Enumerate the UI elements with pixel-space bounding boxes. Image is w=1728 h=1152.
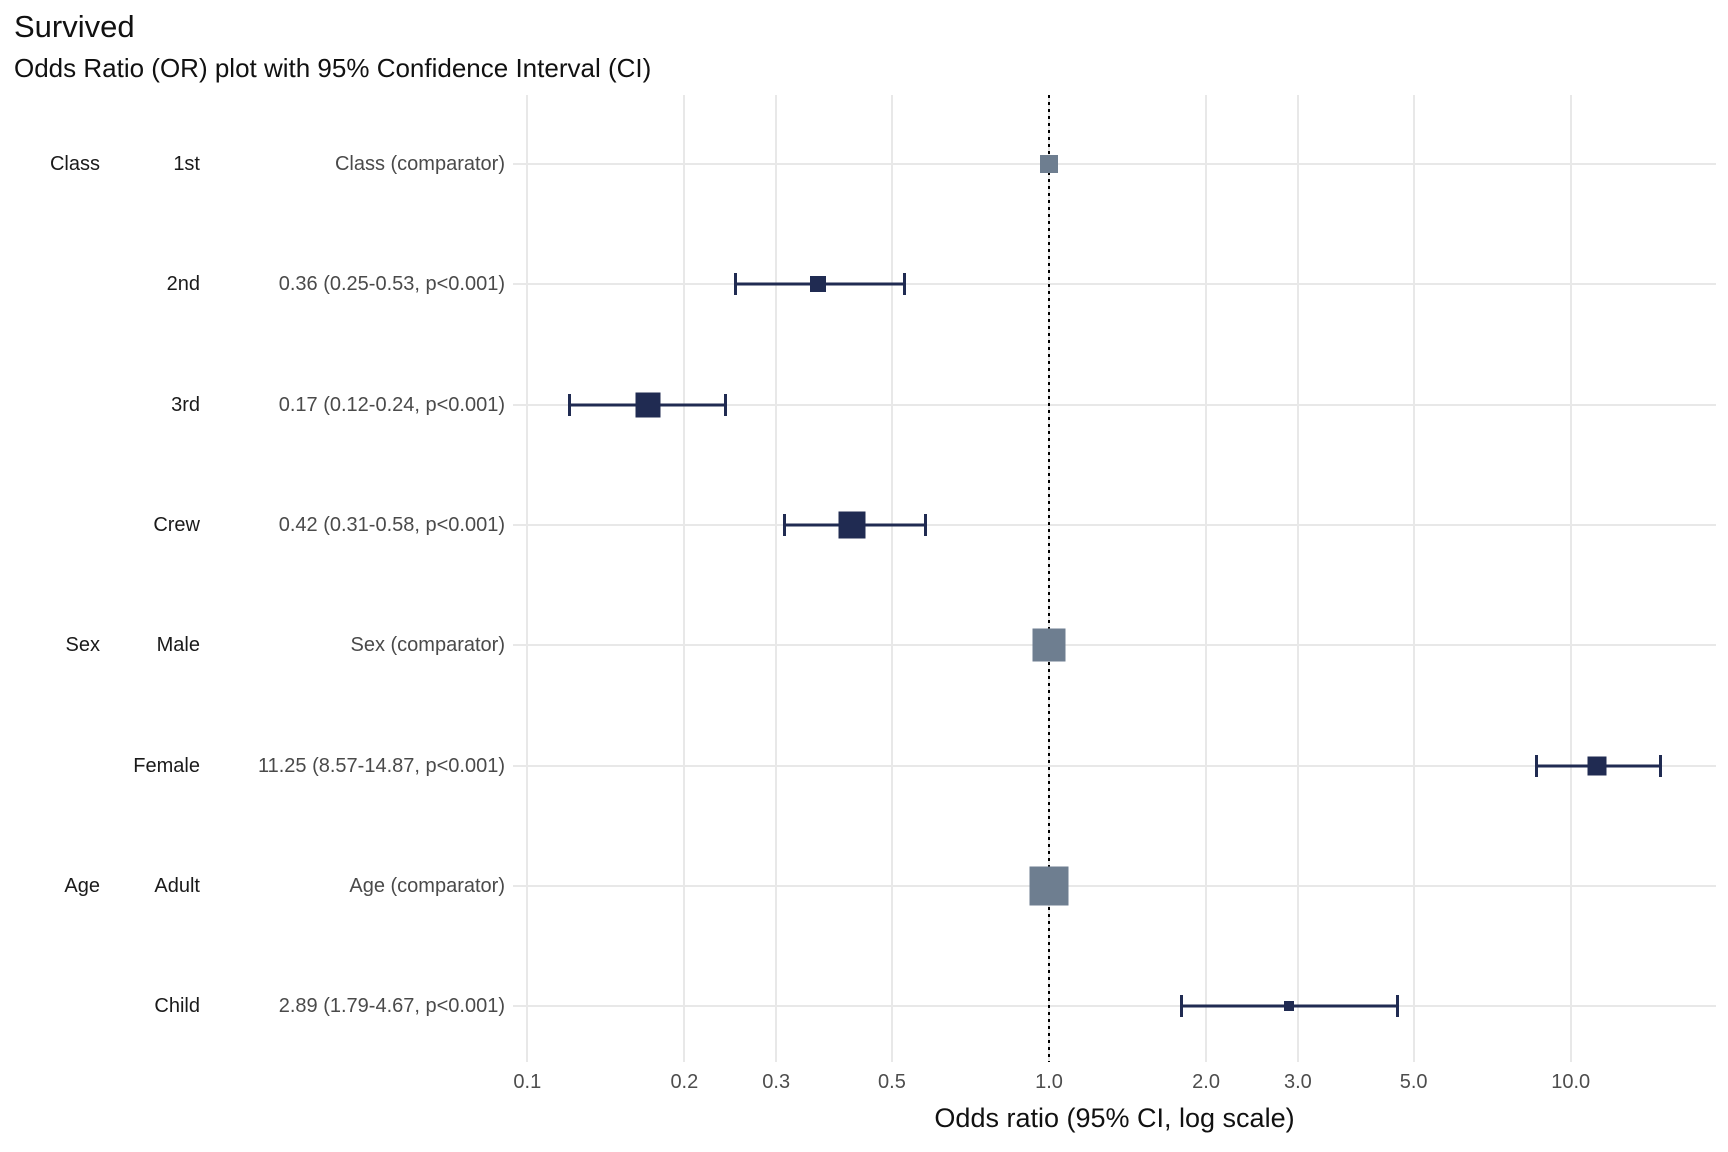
comparator-marker (1032, 628, 1066, 662)
x-tick-label-5.0: 5.0 (1399, 1071, 1428, 1093)
gridline-x-5.0 (1412, 95, 1415, 1062)
ci-cap-low (567, 393, 571, 416)
x-tick-label-2.0: 2.0 (1192, 1071, 1220, 1093)
gridline-row-8 (513, 1005, 1716, 1008)
ci-cap-high (723, 393, 727, 416)
row-estimate-label: 0.17 (0.12-0.24, p<0.001) (278, 393, 505, 416)
gridline-row-7 (513, 884, 1716, 887)
x-tick-label-0.5: 0.5 (878, 1071, 906, 1093)
row-estimate-label: 2.89 (1.79-4.67, p<0.001) (278, 995, 505, 1018)
row-level-label: Adult (154, 874, 200, 897)
gridline-row-2 (513, 283, 1716, 286)
row-level-label: 2nd (166, 273, 200, 296)
gridline-x-3.0 (1296, 95, 1299, 1062)
plot-panel (513, 95, 1716, 1062)
row-level-label: Child (154, 995, 200, 1018)
row-level-label: 1st (173, 153, 200, 175)
page-title: Survived (14, 9, 135, 44)
x-tick-label-0.3: 0.3 (762, 1071, 791, 1093)
ci-cap-high (923, 513, 927, 536)
x-tick-label-0.1: 0.1 (513, 1071, 542, 1093)
page-subtitle: Odds Ratio (OR) plot with 95% Confidence… (14, 53, 652, 83)
gridline-x-0.3 (775, 95, 778, 1062)
comparator-marker (1029, 866, 1069, 906)
or-marker (809, 276, 826, 293)
ci-cap-low (1179, 995, 1183, 1018)
ci-cap-high (1658, 754, 1662, 777)
x-tick-label-1.0: 1.0 (1035, 1071, 1063, 1093)
gridline-x-0.5 (890, 95, 893, 1062)
row-estimate-label: Class (comparator) (334, 153, 505, 175)
row-level-label: 3rd (171, 393, 200, 416)
row-level-label: Male (156, 634, 200, 657)
row-group-label: Sex (65, 634, 100, 657)
or-marker (635, 392, 661, 418)
x-tick-label-10.0: 10.0 (1551, 1071, 1591, 1093)
gridline-row-5 (513, 644, 1716, 647)
gridline-x-0.2 (683, 95, 686, 1062)
gridline-row-3 (513, 403, 1716, 406)
gridline-x-10.0 (1569, 95, 1572, 1062)
gridline-row-4 (513, 523, 1716, 526)
ci-cap-low (782, 513, 786, 536)
gridline-x-2.0 (1205, 95, 1208, 1062)
row-estimate-label: 0.36 (0.25-0.53, p<0.001) (278, 273, 505, 296)
reference-line (1048, 95, 1050, 1062)
row-estimate-label: 11.25 (8.57-14.87, p<0.001) (257, 754, 505, 777)
ci-cap-low (733, 273, 737, 296)
or-marker (1284, 1001, 1295, 1012)
row-estimate-label: Sex (comparator) (350, 634, 506, 657)
row-group-label: Age (64, 874, 100, 897)
row-level-label: Female (133, 754, 200, 777)
row-estimate-label: Age (comparator) (349, 874, 505, 897)
gridline-row-1 (513, 163, 1716, 165)
row-level-label: Crew (153, 513, 200, 536)
x-tick-label-0.2: 0.2 (670, 1071, 699, 1093)
gridline-row-6 (513, 764, 1716, 767)
gridline-x-0.1 (526, 95, 529, 1062)
row-group-label: Class (49, 153, 100, 175)
ci-cap-low (1534, 754, 1538, 777)
row-estimate-label: 0.42 (0.31-0.58, p<0.001) (278, 513, 505, 536)
ci-cap-high (1396, 995, 1400, 1018)
x-tick-label-3.0: 3.0 (1284, 1071, 1312, 1093)
x-axis-title: Odds ratio (95% CI, log scale) (934, 1103, 1295, 1133)
comparator-marker (1040, 155, 1058, 173)
or-marker (838, 511, 866, 539)
ci-cap-high (903, 273, 907, 296)
or-marker (1587, 756, 1607, 775)
